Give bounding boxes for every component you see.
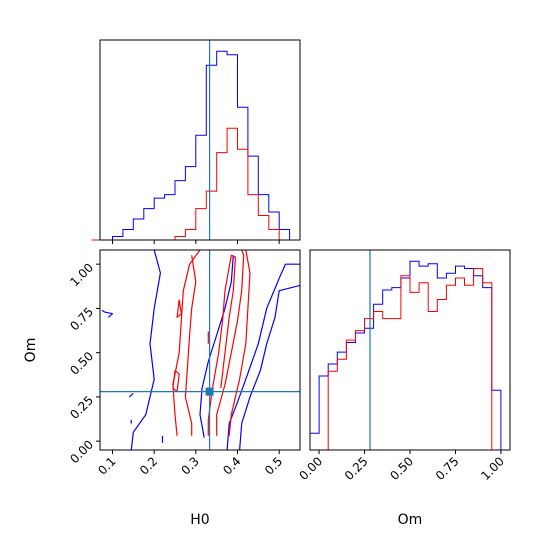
- contour-series-0-line-7: [128, 392, 134, 398]
- contour-truth-marker: [205, 387, 214, 396]
- contour-series-0-line-1: [226, 263, 300, 450]
- x-axis-label-om: Om: [398, 512, 423, 528]
- om-histogram-series-1: [310, 268, 510, 451]
- contour-marks: [100, 250, 300, 450]
- om-histogram-marks: [310, 250, 510, 451]
- contour-series-0-line-3: [199, 255, 234, 438]
- contour-series-1-line-0: [172, 250, 201, 436]
- contour-series-0-line-2: [239, 284, 300, 450]
- contour-series-1-line-7: [176, 299, 182, 318]
- contour-series-0-line-0: [130, 250, 161, 450]
- contour-frame: [99, 249, 301, 451]
- contour-series-0-line-6: [101, 309, 114, 318]
- contour-lines: [101, 250, 300, 450]
- h0-histogram-frame: [99, 39, 301, 241]
- contour-series-1-line-4: [228, 250, 251, 436]
- h0-histogram-xticks: [112, 240, 280, 244]
- h0-marginal-histogram-panel: [91, 39, 301, 244]
- h0-histogram-series-0: [91, 50, 300, 241]
- x-axis-label-h0: H0: [190, 512, 209, 528]
- contour-series-1-line-1: [184, 255, 197, 436]
- h0-om-contour-panel: 0.1 0.2 0.3 0.4 0.5 0.000.250.500.751.00 H0 …: [23, 249, 301, 528]
- y-axis-label-om: Om: [23, 338, 39, 363]
- contour-series-1-line-3: [216, 250, 245, 436]
- om-histogram-frame: [309, 249, 511, 451]
